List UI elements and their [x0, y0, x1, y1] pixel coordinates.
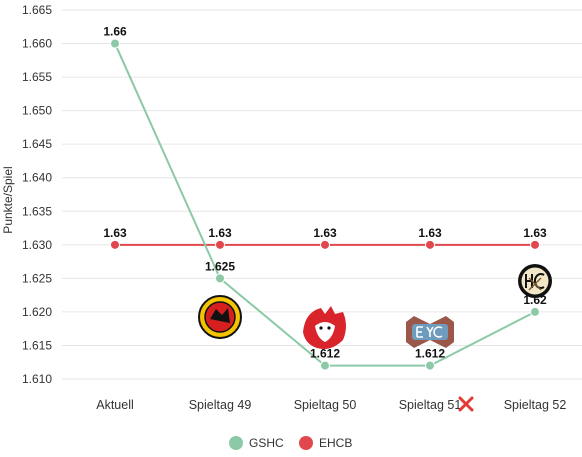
data-label-ehcb: 1.63	[523, 226, 547, 240]
y-tick-label: 1.650	[22, 104, 52, 118]
y-tick-label: 1.665	[22, 3, 52, 17]
y-tick-label: 1.610	[22, 372, 52, 386]
data-point-ehcb[interactable]	[215, 239, 225, 250]
opponent-logo-lion-head-icon	[303, 306, 346, 349]
y-tick-label: 1.640	[22, 171, 52, 185]
legend-swatch	[299, 436, 313, 450]
data-label-gshc: 1.66	[103, 25, 127, 39]
data-point-ehcb[interactable]	[320, 239, 330, 250]
y-tick-label: 1.615	[22, 338, 52, 352]
y-tick-label: 1.660	[22, 37, 52, 51]
data-label-ehcb: 1.63	[418, 226, 442, 240]
data-point-gshc[interactable]	[425, 360, 435, 371]
legend-item-gshc[interactable]: GSHC	[229, 436, 284, 450]
y-tick-label: 1.630	[22, 238, 52, 252]
y-tick-label: 1.645	[22, 137, 52, 151]
y-axis-ticks: 1.610 1.615 1.620 1.625 1.630 1.635 1.640 1.645…	[22, 3, 52, 386]
data-point-ehcb[interactable]	[530, 239, 540, 250]
series-gshc	[110, 38, 540, 371]
x-tick-label: Spieltag 50	[294, 398, 357, 412]
data-label-gshc: 1.625	[205, 259, 235, 273]
opponent-logo-red-yellow-crest-icon	[198, 295, 242, 339]
legend-item-ehcb[interactable]: EHCB	[299, 436, 352, 450]
x-tick-label: Aktuell	[96, 398, 134, 412]
y-tick-label: 1.635	[22, 204, 52, 218]
y-tick-label: 1.620	[22, 305, 52, 319]
data-point-ehcb[interactable]	[425, 239, 435, 250]
data-point-gshc[interactable]	[110, 38, 120, 49]
data-point-ehcb[interactable]	[110, 239, 120, 250]
series-ehcb	[110, 239, 540, 250]
legend-label: GSHC	[249, 436, 284, 450]
data-label-gshc: 1.612	[310, 347, 340, 361]
x-axis-ticks: Aktuell Spieltag 49 Spieltag 50 Spieltag 51…	[96, 398, 566, 412]
y-tick-label: 1.655	[22, 70, 52, 84]
red-x-icon	[458, 396, 474, 412]
data-label-ehcb: 1.63	[103, 226, 127, 240]
x-tick-label: Spieltag 49	[189, 398, 252, 412]
data-point-gshc[interactable]	[215, 273, 225, 284]
legend[interactable]: GSHC EHCB	[229, 436, 352, 450]
data-label-ehcb: 1.63	[313, 226, 337, 240]
annotations-layer	[198, 264, 552, 412]
data-label-ehcb: 1.63	[208, 226, 232, 240]
legend-label: EHCB	[319, 436, 352, 450]
x-tick-label: Spieltag 51	[399, 398, 462, 412]
x-tick-label: Spieltag 52	[504, 398, 567, 412]
data-point-gshc[interactable]	[320, 360, 330, 371]
data-point-gshc[interactable]	[530, 306, 540, 317]
legend-swatch	[229, 436, 243, 450]
opponent-logo-hc-icon	[518, 264, 552, 298]
opponent-logo-ehc-icon	[406, 316, 454, 348]
y-tick-label: 1.625	[22, 271, 52, 285]
y-axis-label: Punkte/Spiel	[1, 166, 15, 233]
data-label-gshc: 1.612	[415, 347, 445, 361]
